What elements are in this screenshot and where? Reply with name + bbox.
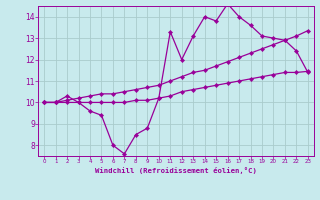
X-axis label: Windchill (Refroidissement éolien,°C): Windchill (Refroidissement éolien,°C) <box>95 167 257 174</box>
